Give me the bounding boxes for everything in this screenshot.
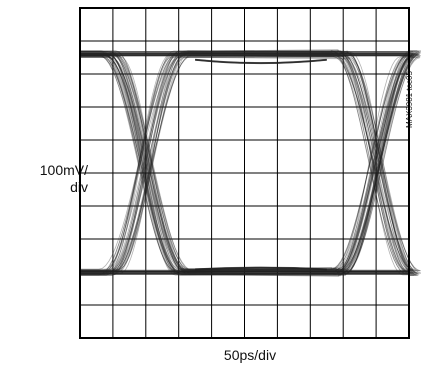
eye-trace — [80, 55, 414, 270]
eye-trace — [80, 54, 420, 272]
scope-grid — [80, 8, 409, 338]
eye-trace — [80, 55, 412, 270]
eye-trace — [80, 54, 420, 270]
eye-trace — [80, 55, 413, 276]
eye-trace — [80, 49, 419, 276]
eye-trace — [80, 50, 421, 277]
vertical-scale-line-1: 100mV/ — [39, 162, 88, 178]
bottom-eye-sag — [195, 266, 327, 270]
top-eye-sag — [195, 59, 327, 65]
eye-trace — [80, 55, 409, 271]
eye-trace — [80, 54, 409, 270]
eye-trace — [80, 56, 418, 273]
eye-trace — [80, 53, 414, 271]
bottom-eye-sag — [195, 267, 327, 271]
horizontal-scale-label: 50ps/div — [223, 347, 277, 363]
eye-trace — [80, 50, 409, 271]
top-eye-sag — [195, 59, 327, 64]
eye-trace — [80, 53, 409, 270]
eye-trace — [80, 50, 418, 274]
eye-trace — [80, 54, 409, 270]
eye-trace — [80, 55, 409, 272]
eye-traces — [80, 49, 421, 277]
eye-trace — [80, 56, 421, 277]
eye-trace — [80, 56, 410, 275]
eye-trace — [80, 55, 410, 270]
eye-trace — [80, 56, 415, 271]
eye-trace — [80, 53, 416, 271]
eye-trace — [80, 51, 414, 271]
eye-trace — [80, 57, 421, 271]
scope-frame — [79, 7, 410, 339]
eye-trace — [80, 51, 415, 276]
eye-trace — [80, 56, 409, 276]
